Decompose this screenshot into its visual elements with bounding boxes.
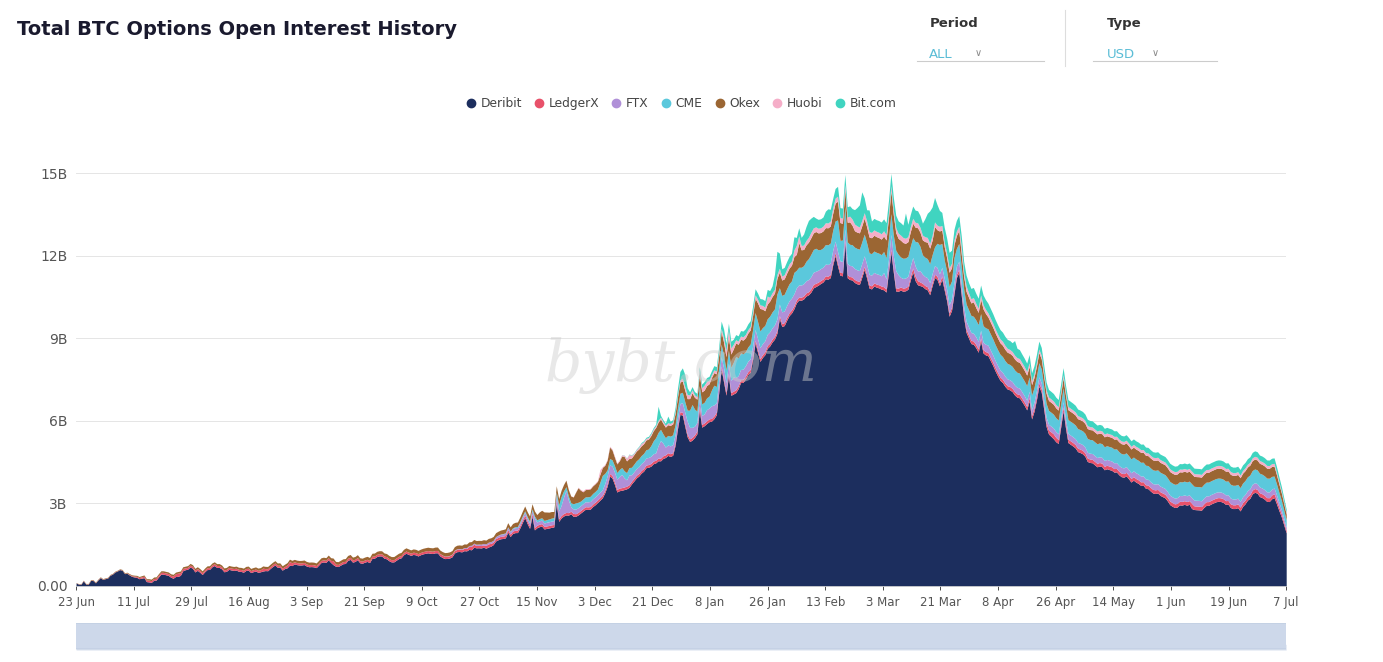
Text: Type: Type xyxy=(1106,17,1141,30)
Text: bybt.com: bybt.com xyxy=(545,337,817,395)
FancyBboxPatch shape xyxy=(64,624,1299,649)
Text: USD: USD xyxy=(1106,48,1134,61)
Text: ∨: ∨ xyxy=(975,48,982,58)
Text: ∨: ∨ xyxy=(1152,48,1159,58)
Text: Total BTC Options Open Interest History: Total BTC Options Open Interest History xyxy=(17,20,456,39)
Text: ALL: ALL xyxy=(929,48,953,61)
Legend: Deribit, LedgerX, FTX, CME, Okex, Huobi, Bit.com: Deribit, LedgerX, FTX, CME, Okex, Huobi,… xyxy=(461,92,902,115)
Text: Period: Period xyxy=(929,17,978,30)
